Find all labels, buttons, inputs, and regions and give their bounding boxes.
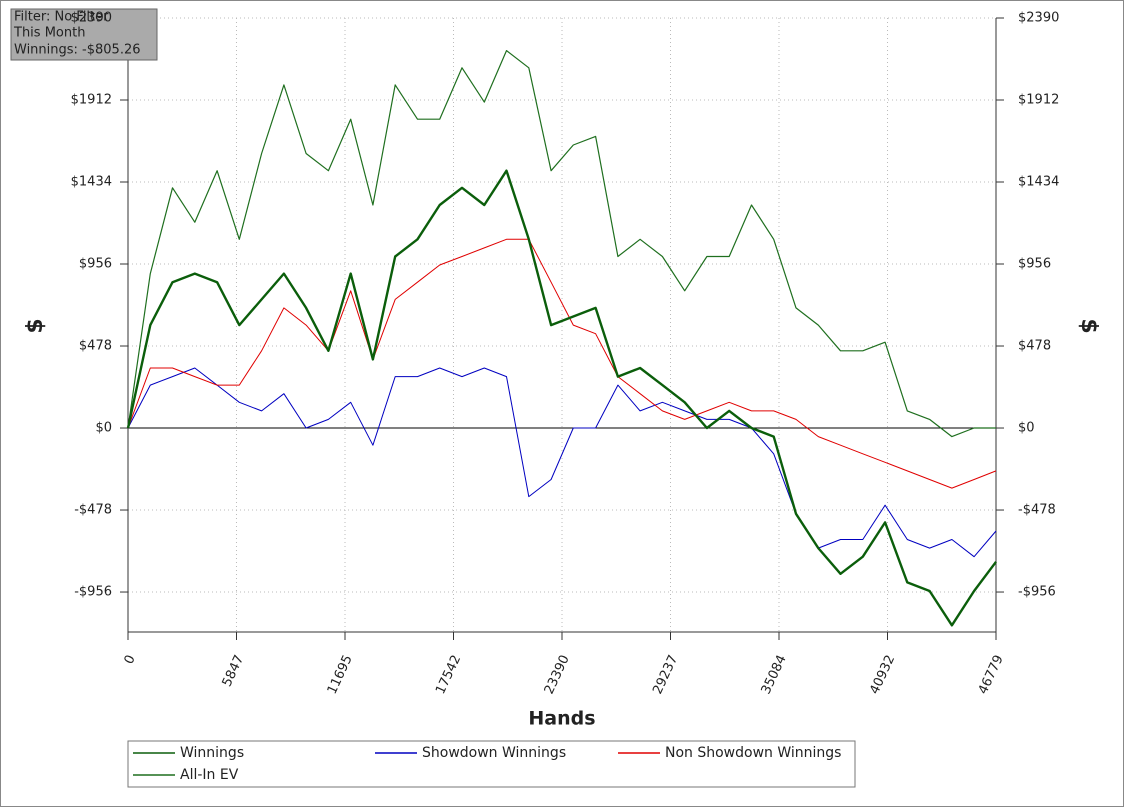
y-tick-label: $0 [95,421,112,436]
y-tick-label: $1434 [71,175,112,190]
legend-label: All-In EV [180,767,239,783]
legend [127,740,856,788]
series-line [126,169,997,627]
series-line [127,238,997,489]
y-tick-label: $956 [79,257,112,272]
y2-tick-label: $478 [1018,339,1051,354]
y-axis-label: $ [23,318,48,333]
x-axis-label: Hands [528,708,595,730]
y2-axis-label: $ [1076,318,1101,333]
y-tick-label: $478 [79,339,112,354]
info-box [10,8,158,61]
y2-tick-label: $1912 [1018,93,1059,108]
y2-tick-label: -$478 [1018,503,1056,518]
y-tick-label: $2390 [71,11,112,26]
series-line [127,50,996,438]
y-tick-label: -$478 [74,503,112,518]
info-line: This Month [13,26,85,41]
y2-tick-label: $2390 [1018,11,1059,26]
y2-tick-label: -$956 [1018,585,1056,600]
y2-tick-label: $0 [1018,421,1035,436]
legend-label: Showdown Winnings [422,745,566,761]
info-line: Winnings: -$805.26 [14,43,141,58]
plot-area [120,17,1004,640]
y-tick-label: -$956 [74,585,112,600]
series-line [127,367,997,558]
y2-tick-label: $1434 [1018,175,1059,190]
y-tick-label: $1912 [71,93,112,108]
legend-label: Winnings [180,745,244,761]
legend-label: Non Showdown Winnings [665,745,841,761]
y2-tick-label: $956 [1018,257,1051,272]
info-line: Filter: No Filter [14,10,109,25]
